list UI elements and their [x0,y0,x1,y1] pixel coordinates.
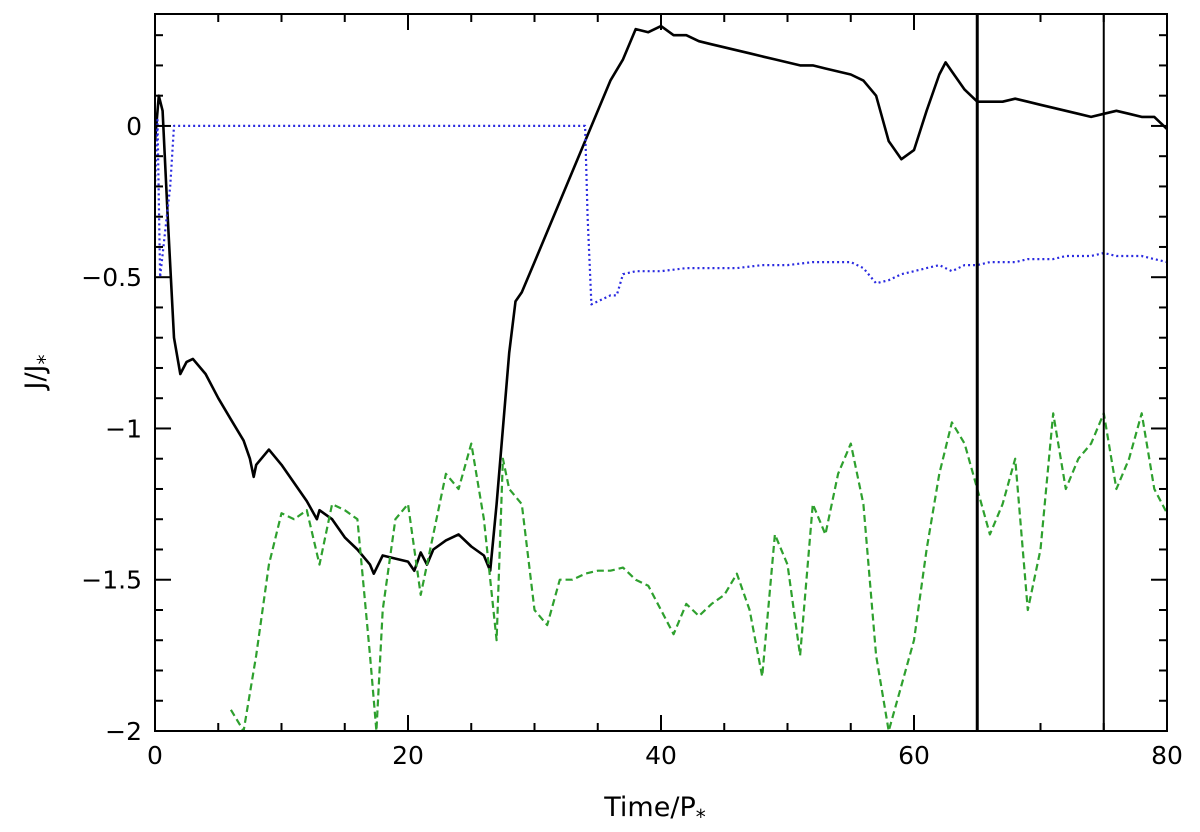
series-line-1 [155,24,1167,576]
y-axis-title-subscript: * [33,354,57,364]
plot-frame [154,13,1168,732]
y-tick-label: −2 [105,717,142,746]
x-tick-label: 60 [898,741,930,770]
y-axis-title: J/J* [20,354,57,391]
series-line-3 [229,412,1167,731]
series-line-2 [155,118,1167,306]
y-tick-label: −1.5 [81,566,142,595]
plot-lines [155,24,1167,731]
axis-tick-labels: 0 20 40 60 80 −2 −1.5 −1 −0.5 0 [81,112,1183,770]
y-tick-label: −1 [105,414,142,443]
x-tick-label: 40 [645,741,677,770]
x-tick-label: 80 [1151,741,1183,770]
x-tick-label: 20 [392,741,424,770]
axis-ticks [154,14,1168,732]
x-axis-title-main: Time/P [603,792,695,823]
x-tick-label: 0 [147,741,163,770]
y-axis-title-main: J/J [20,364,51,391]
reference-lines [975,14,1105,731]
x-axis-title: Time/P* [603,792,705,829]
x-axis-title-subscript: * [696,805,706,829]
y-tick-label: −0.5 [81,263,142,292]
y-tick-label: 0 [126,112,142,141]
